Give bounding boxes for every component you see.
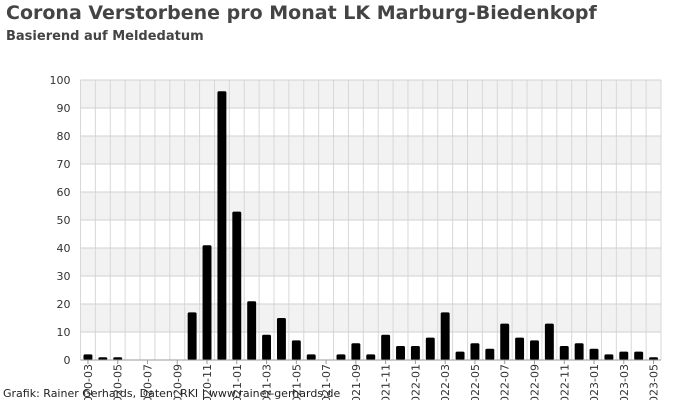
x-tick-label: 2021-07 xyxy=(320,364,333,400)
bar xyxy=(262,334,272,360)
y-tick-label: 90 xyxy=(57,102,71,115)
bar xyxy=(187,312,197,360)
grid-band xyxy=(80,80,661,108)
bar xyxy=(396,346,405,360)
bar xyxy=(619,351,629,360)
bar xyxy=(470,343,480,360)
bar xyxy=(83,354,93,360)
x-tick-label: 2021-09 xyxy=(350,364,363,400)
x-tick-label: 2022-03 xyxy=(439,364,452,400)
bar xyxy=(425,337,435,360)
x-tick-label: 2022-05 xyxy=(469,364,482,400)
x-tick-label: 2022-07 xyxy=(499,364,512,400)
bar xyxy=(515,337,525,360)
x-tick-label: 2022-11 xyxy=(558,364,571,400)
x-tick-label: 2021-11 xyxy=(380,364,393,400)
y-tick-label: 20 xyxy=(57,298,71,311)
bar xyxy=(366,354,376,360)
y-tick-label: 80 xyxy=(57,130,71,143)
grid-band xyxy=(80,136,661,164)
bar xyxy=(351,343,361,360)
bar xyxy=(336,354,346,360)
x-tick-label: 2020-11 xyxy=(201,364,214,400)
bar xyxy=(604,354,614,360)
bar xyxy=(544,323,554,360)
bar xyxy=(291,340,301,360)
x-tick-label: 2020-07 xyxy=(141,364,154,400)
bar xyxy=(113,357,123,360)
bar xyxy=(455,351,465,360)
grid-band xyxy=(80,304,661,332)
y-tick-label: 50 xyxy=(57,214,71,227)
x-tick-label: 2022-01 xyxy=(409,364,422,400)
chart-subtitle: Basierend auf Meldedatum xyxy=(6,29,204,44)
x-tick-label: 2020-09 xyxy=(171,364,184,400)
bar xyxy=(649,357,659,360)
x-tick-label: 2020-05 xyxy=(112,364,125,400)
bar xyxy=(381,334,391,360)
x-tick-label: 2021-03 xyxy=(261,364,274,400)
bar xyxy=(232,211,242,360)
y-tick-label: 60 xyxy=(57,186,71,199)
bar xyxy=(98,357,108,360)
bar xyxy=(276,318,286,360)
x-tick-label: 2023-03 xyxy=(618,364,631,400)
x-tick-label: 2020-03 xyxy=(82,364,95,400)
bar xyxy=(589,348,599,360)
grid-band xyxy=(80,248,661,276)
bar xyxy=(530,340,539,360)
x-tick-label: 2023-05 xyxy=(648,364,661,400)
y-tick-label: 10 xyxy=(57,326,71,339)
bar xyxy=(440,312,450,360)
x-tick-label: 2023-01 xyxy=(588,364,601,400)
bar xyxy=(634,351,644,360)
y-tick-label: 40 xyxy=(57,242,71,255)
x-tick-label: 2022-09 xyxy=(528,364,541,400)
plot-area: 0 10 20 30 40 50 60 70 80 90 100 2020-03 2020-05 2020… xyxy=(50,74,662,400)
y-tick-label: 30 xyxy=(57,270,71,283)
grid-band xyxy=(80,192,661,220)
bar xyxy=(500,323,510,360)
footer: Grafik: Rainer Gerhards, Daten: RKI | ww… xyxy=(3,387,341,400)
bar xyxy=(559,346,569,360)
bar xyxy=(485,348,495,360)
bar xyxy=(217,91,227,360)
y-tick-label: 70 xyxy=(57,158,71,171)
y-tick-label: 0 xyxy=(64,354,71,367)
y-tick-label: 100 xyxy=(50,74,71,87)
bar xyxy=(574,343,584,360)
bar xyxy=(202,245,212,360)
bar xyxy=(410,346,420,360)
x-tick-label: 2021-05 xyxy=(290,364,303,400)
x-tick-label: 2021-01 xyxy=(231,364,244,400)
bar xyxy=(247,301,257,360)
chart-title: Corona Verstorbene pro Monat LK Marburg-… xyxy=(6,2,597,24)
bar xyxy=(306,354,316,360)
